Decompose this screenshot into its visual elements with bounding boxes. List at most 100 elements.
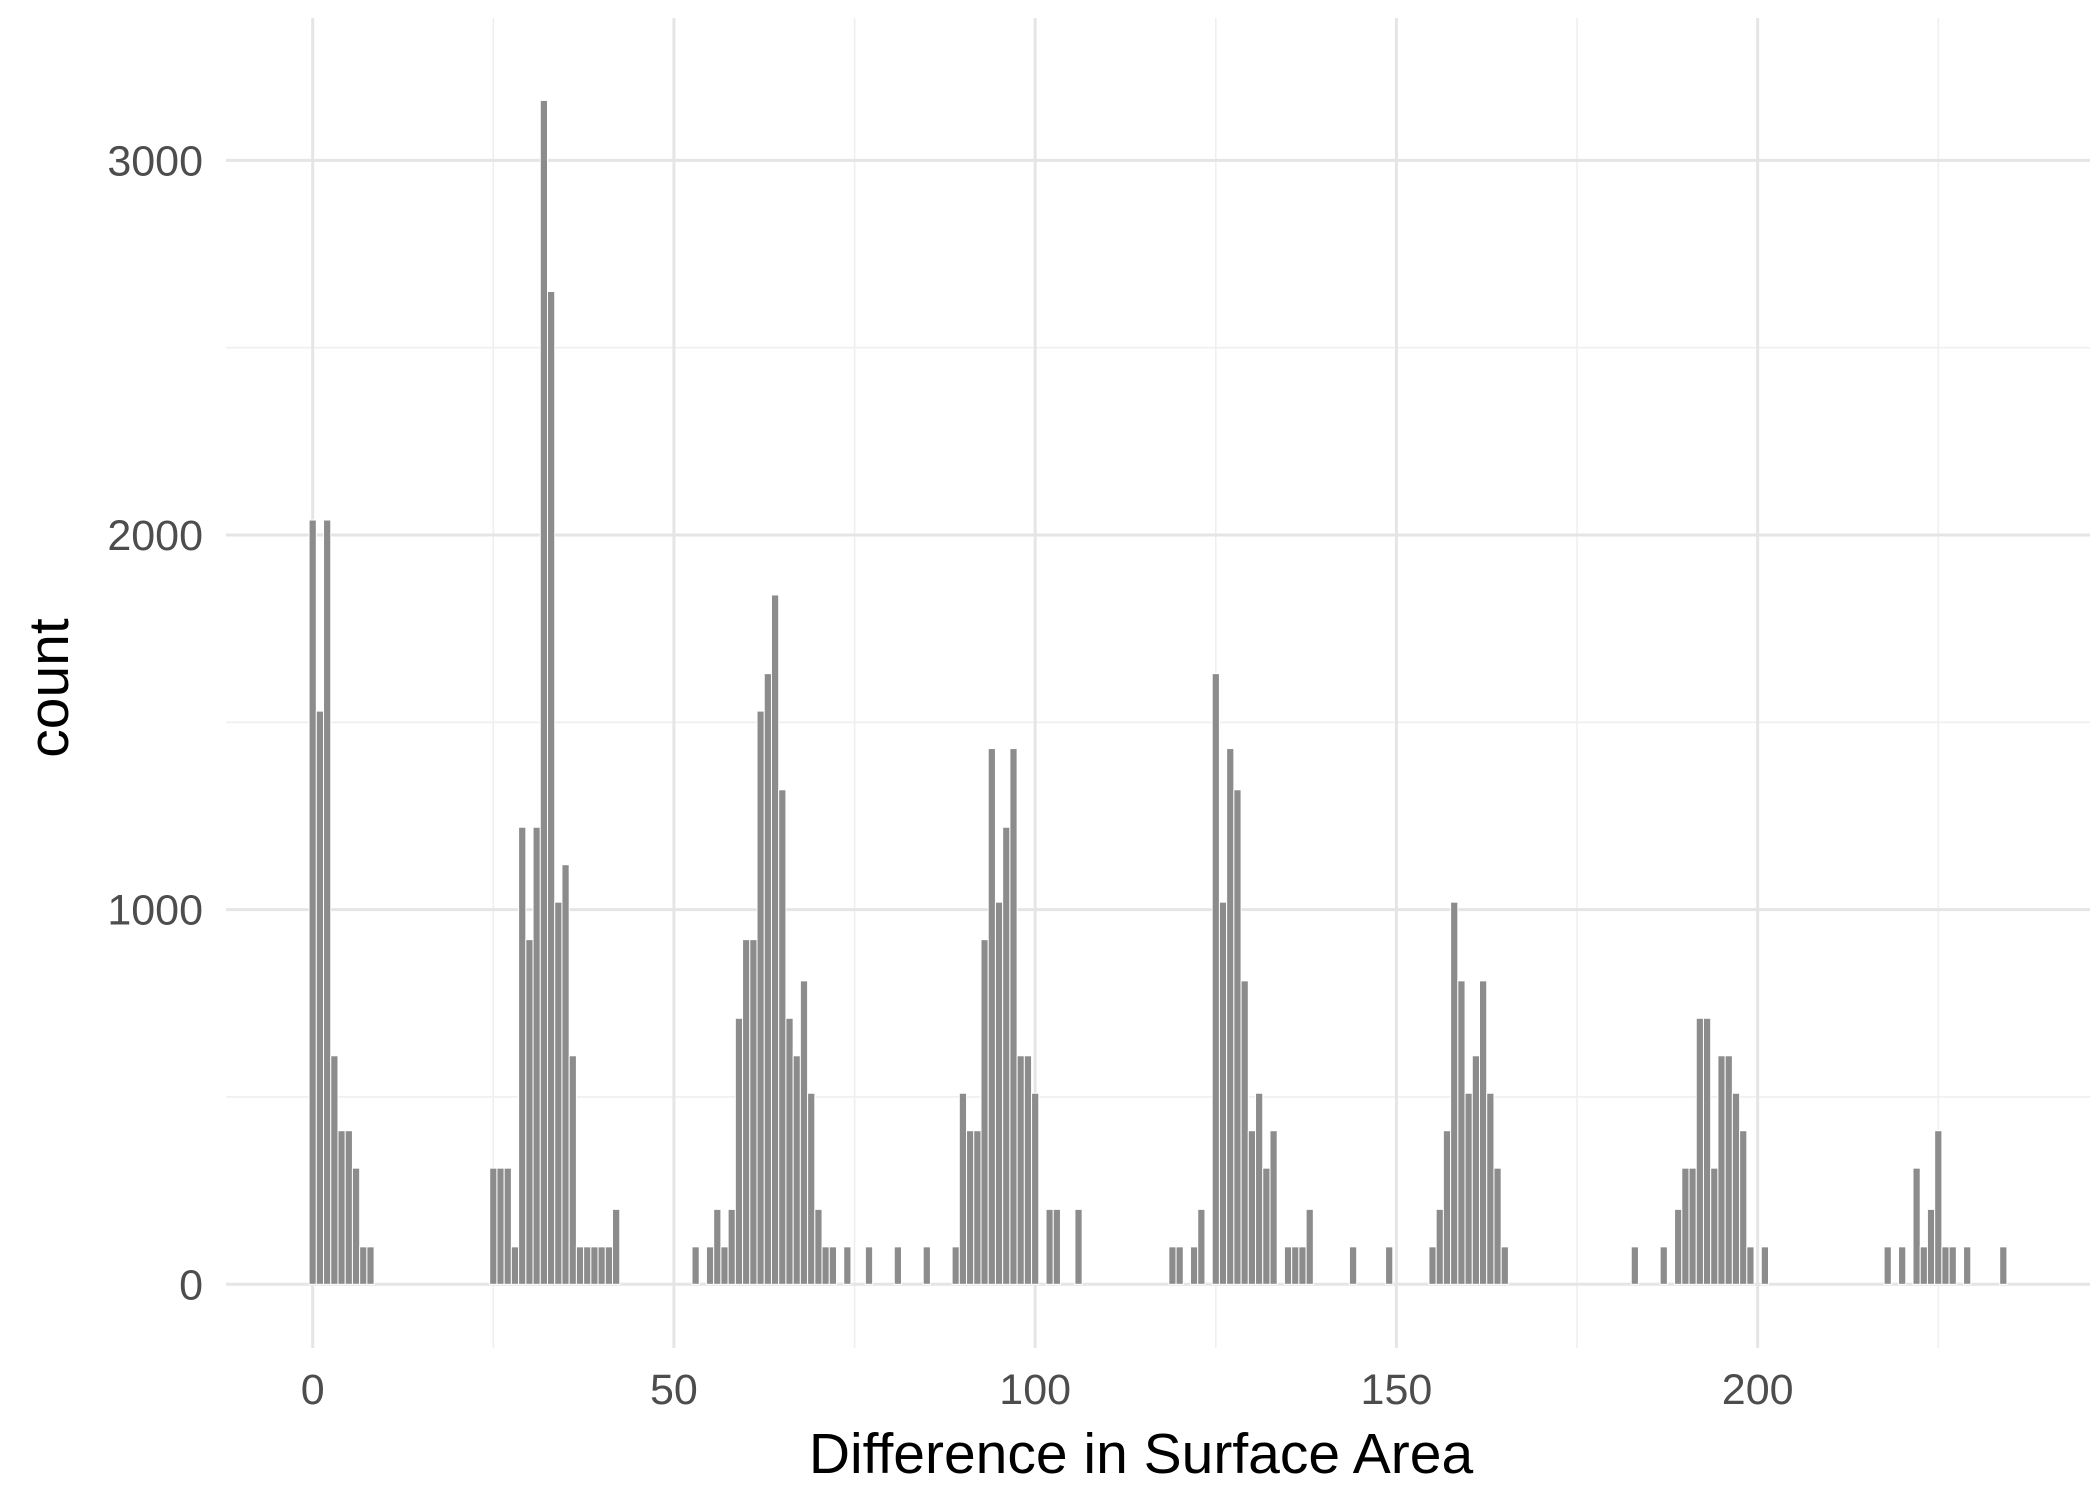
histogram-bar [1702,1017,1712,1285]
histogram-bar [1948,1246,1957,1285]
histogram-bar [583,1246,592,1285]
histogram-bar [1168,1246,1177,1285]
histogram-bar [1457,980,1466,1285]
histogram-bar [1471,1055,1481,1285]
grid-lines [226,18,2090,1348]
x-tick-label: 100 [999,1366,1071,1414]
histogram-bar [720,1246,729,1285]
histogram-bar [1023,1055,1033,1285]
histogram-bar [1247,1130,1257,1285]
histogram-bar [1211,673,1220,1285]
y-axis-title: count [17,618,81,758]
histogram-bar [727,1208,736,1285]
histogram-bar [1031,1092,1040,1285]
histogram-bar [359,1246,368,1285]
histogram-bar [966,1130,975,1285]
histogram-bar [1681,1167,1690,1285]
histogram-bar [1197,1208,1206,1285]
histogram-bar [308,519,317,1285]
histogram-bar [539,99,549,1285]
histogram-bar [785,1017,794,1285]
histogram-bar [575,1246,585,1285]
histogram-bar [489,1167,498,1285]
histogram-bar [1674,1208,1683,1285]
histogram-bar [1710,1167,1719,1285]
histogram-bar [1898,1246,1907,1285]
histogram-bar [612,1208,621,1285]
histogram-bar [1919,1246,1928,1285]
histogram-bar [366,1246,375,1285]
histogram-bar [344,1130,353,1285]
histogram-bar [1731,1092,1741,1285]
histogram-bar [763,673,772,1285]
histogram-bar [1233,789,1242,1285]
histogram-bar [1695,1017,1704,1285]
histogram-bar [1464,1092,1473,1285]
histogram-bar [994,901,1004,1285]
histogram-bar [987,748,996,1285]
histogram-bar [547,290,556,1285]
histogram-bar [778,789,787,1285]
histogram-bar [1717,1055,1726,1285]
histogram-bar [1305,1208,1314,1285]
histogram-bar [1479,980,1488,1285]
histogram-bar [864,1246,874,1285]
histogram-bar [1963,1246,1972,1285]
histogram-bar [554,901,563,1285]
histogram-bar [1074,1208,1083,1285]
histogram-bar [980,939,989,1285]
histogram-bar [503,1167,512,1285]
y-tick-label: 1000 [107,887,203,935]
histogram-bar [510,1246,520,1285]
histogram-bar [590,1246,599,1285]
histogram-bar [1746,1246,1755,1285]
histogram-bar [691,1246,700,1285]
histogram-bar [828,1246,837,1285]
histogram-bar [1009,748,1018,1285]
histogram-bar [604,1246,614,1285]
histogram-bar [1269,1130,1278,1285]
histogram-bar [496,1167,505,1285]
y-tick-label: 2000 [107,512,203,560]
histogram-bar [973,1130,982,1285]
x-tick-label: 0 [301,1366,325,1414]
histogram-bar [1052,1208,1061,1285]
histogram-bar [1385,1246,1394,1285]
histogram-bar [330,1055,339,1285]
histogram-bar [1934,1130,1943,1285]
x-tick-label: 150 [1361,1366,1433,1414]
histogram-bar [323,519,332,1285]
histogram-bar [525,939,534,1285]
histogram-bar [1883,1246,1892,1285]
histogram-bar [597,1246,606,1285]
histogram-bar [1926,1208,1936,1285]
histogram-bar [1298,1246,1307,1285]
histogram-bar [1016,1055,1025,1285]
histogram-bar [532,826,541,1285]
histogram-bar [1435,1208,1444,1285]
histogram-bar [749,939,758,1285]
histogram-bar [893,1246,903,1285]
histogram-bar [713,1208,722,1285]
histogram-bar [518,826,527,1285]
histogram-bar [561,864,570,1285]
histogram-bar [792,1055,801,1285]
histogram-bar [1348,1246,1358,1285]
histogram-bar [1262,1167,1271,1285]
histogram-bar [742,939,751,1285]
histogram-bar [958,1092,968,1285]
histogram-bar [1941,1246,1950,1285]
histogram-bar [1226,748,1235,1285]
histogram-bar [1450,901,1459,1285]
histogram-bar [1240,980,1249,1285]
histogram-bar [1739,1130,1748,1285]
histogram-bar [1760,1246,1769,1285]
y-tick-label: 0 [179,1261,203,1309]
histogram-bar [1190,1246,1199,1285]
histogram-bar [1493,1167,1502,1285]
histogram-bar [568,1055,577,1285]
histogram-bar [1688,1167,1697,1285]
histogram-bar [1175,1246,1184,1285]
histogram-bar [922,1246,931,1285]
